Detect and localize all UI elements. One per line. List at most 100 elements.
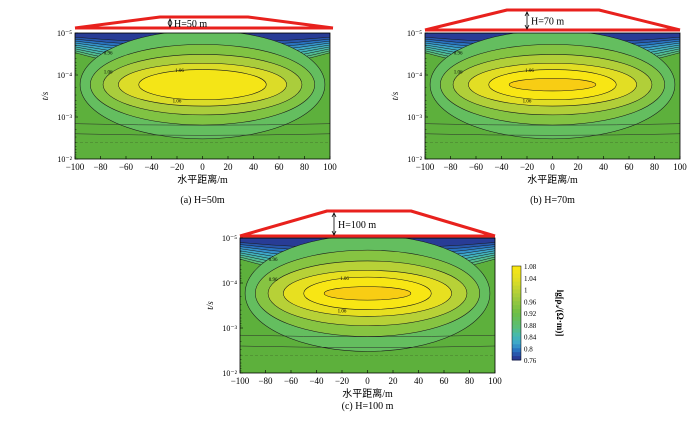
- hill-height-label: H=100 m: [338, 220, 376, 231]
- hill-height-label: H=50 m: [174, 19, 207, 30]
- contour-label: 0.96: [454, 51, 463, 56]
- x-tick-label: 20: [574, 162, 584, 172]
- x-tick-label: −20: [520, 162, 535, 172]
- colorbar-tick-label: 0.8: [524, 345, 533, 353]
- contour-core: [508, 78, 597, 92]
- x-tick-label: 20: [389, 376, 399, 386]
- contour-line-late: [425, 123, 680, 126]
- colorbar-swatch: [512, 289, 521, 294]
- x-tick-label: 0: [550, 162, 555, 172]
- y-axis-label: t/s: [205, 301, 215, 310]
- x-tick-label: 20: [224, 162, 234, 172]
- colorbar-tick-label: 0.92: [524, 310, 537, 318]
- x-tick-label: 100: [673, 162, 687, 172]
- x-tick-label: −100: [66, 162, 85, 172]
- panel-c: 0.96 0.96 1.06 1.06 −100 −80 −60 −40 −20 0 20 40 60 8…: [205, 209, 502, 412]
- contour-label: 1.06: [525, 69, 534, 74]
- contour-label: 1.06: [338, 309, 347, 314]
- x-tick-label: −60: [119, 162, 134, 172]
- y-tick-label: 10⁻⁵: [57, 29, 72, 38]
- y-axis-label: t/s: [390, 91, 400, 100]
- colorbar: 1.08 1.04 1 0.96 0.92 0.88 0.84 0.8 0.76 lg[ρₐ/(Ω…: [511, 263, 565, 365]
- x-tick-label: −100: [416, 162, 435, 172]
- contour-label: 1.06: [175, 69, 184, 74]
- hill-height-label: H=70 m: [531, 17, 564, 28]
- contour-line-late: [240, 334, 495, 337]
- colorbar-tick-label: 0.84: [524, 334, 537, 342]
- colorbar-label: lg[ρₐ/(Ω·m)]: [555, 290, 565, 337]
- colorbar-swatch: [512, 316, 521, 322]
- contour-label: 0.96: [269, 278, 278, 283]
- height-arrow-head-down: [331, 230, 337, 236]
- colorbar-swatch: [512, 344, 521, 349]
- panel-caption: (c) H=100 m: [342, 401, 394, 412]
- x-tick-label: 80: [300, 162, 310, 172]
- panel-caption: (b) H=70m: [530, 195, 575, 206]
- y-tick-label: 10⁻²: [407, 155, 422, 164]
- x-tick-label: −60: [284, 376, 299, 386]
- x-tick-label: −80: [258, 376, 273, 386]
- colorbar-tick-label: 0.88: [524, 322, 537, 330]
- y-tick-label: 10⁻⁵: [222, 234, 237, 243]
- contour-label: 1.06: [173, 99, 182, 104]
- contour-line-late: [75, 123, 330, 126]
- x-tick-label: 100: [323, 162, 337, 172]
- colorbar-swatch: [512, 320, 521, 326]
- x-tick-label: −80: [443, 162, 458, 172]
- height-arrow-head-down: [167, 22, 173, 28]
- x-axis-label: 水平距离/m: [342, 387, 393, 400]
- height-arrow-head-up: [524, 11, 530, 17]
- colorbar-swatch: [512, 336, 521, 341]
- x-tick-label: −40: [494, 162, 509, 172]
- x-tick-label: 80: [465, 376, 475, 386]
- x-tick-label: 40: [599, 162, 609, 172]
- colorbar-swatch: [512, 269, 521, 275]
- colorbar-swatch: [512, 328, 521, 334]
- colorbar-swatch: [512, 352, 521, 357]
- x-tick-label: 0: [200, 162, 205, 172]
- x-tick-label: −20: [170, 162, 185, 172]
- x-tick-label: −40: [309, 376, 324, 386]
- y-tick-label: 10⁻⁵: [407, 29, 422, 38]
- x-tick-label: 40: [414, 376, 424, 386]
- height-arrow-head-down: [524, 24, 530, 30]
- colorbar-tick-label: 1: [524, 287, 528, 295]
- hill-outline: [74, 15, 334, 30]
- x-tick-label: 60: [440, 376, 450, 386]
- x-tick-label: 60: [275, 162, 285, 172]
- colorbar-swatch: [512, 266, 521, 271]
- x-tick-label: 100: [488, 376, 502, 386]
- contour-label: 0.96: [269, 258, 278, 263]
- colorbar-tick-label: 1.04: [524, 275, 537, 283]
- hill-outline: [239, 209, 496, 238]
- contour-line-late: [75, 133, 330, 136]
- y-tick-label: 10⁻³: [57, 113, 72, 122]
- colorbar-swatch: [512, 277, 521, 283]
- colorbar-swatch: [512, 297, 521, 302]
- x-tick-label: 60: [625, 162, 635, 172]
- plot-area: [240, 238, 495, 373]
- y-tick-label: 10⁻³: [407, 113, 422, 122]
- colorbar-swatch: [512, 305, 521, 310]
- y-tick-label: 10⁻²: [222, 369, 237, 378]
- contour-ring-high: [138, 69, 267, 101]
- panel-b: 0.96 1.06 1.06 1.06 −100 −80 −60 −40 −20 0 20 40 60 8…: [390, 8, 687, 206]
- x-tick-label: 80: [650, 162, 660, 172]
- y-tick-label: 10⁻⁴: [222, 279, 237, 288]
- colorbar-tick-label: 0.76: [524, 357, 537, 365]
- x-axis-label: 水平距离/m: [527, 173, 578, 186]
- y-tick-label: 10⁻²: [57, 155, 72, 164]
- panel-a: 0.96 1.06 1.06 1.06 −100 −80 −60 −40 −20 0 20 40 60 8…: [40, 15, 337, 206]
- contour-core: [323, 286, 412, 301]
- contour-label: 1.06: [454, 70, 463, 75]
- x-tick-label: 0: [365, 376, 370, 386]
- colorbar-swatch: [512, 273, 521, 279]
- plot-area: [425, 33, 680, 159]
- colorbar-swatch: [512, 356, 521, 361]
- contour-line-late: [240, 345, 495, 348]
- y-tick-label: 10⁻⁴: [407, 71, 422, 80]
- plot-area: [75, 33, 330, 159]
- x-tick-label: −20: [335, 376, 350, 386]
- contour-label: 0.96: [104, 51, 113, 56]
